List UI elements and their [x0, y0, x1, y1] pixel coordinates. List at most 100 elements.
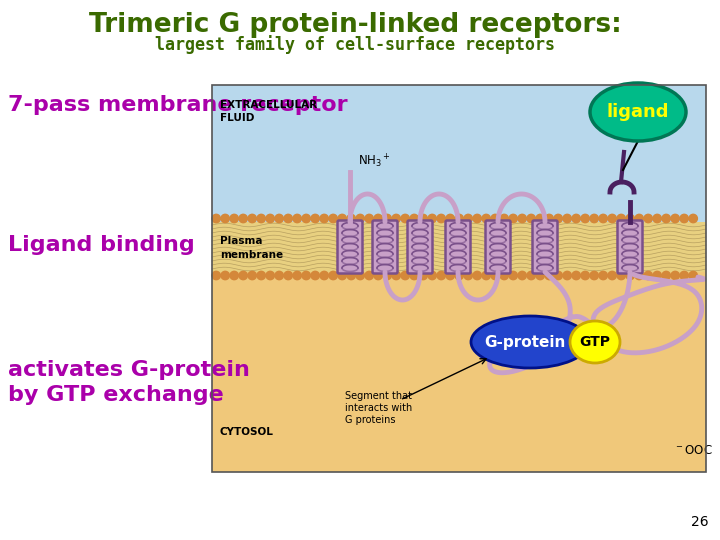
Text: by GTP exchange: by GTP exchange	[8, 385, 224, 405]
Circle shape	[293, 214, 302, 222]
Circle shape	[221, 271, 230, 280]
Circle shape	[572, 271, 580, 280]
Circle shape	[608, 214, 616, 222]
Circle shape	[680, 214, 688, 222]
Circle shape	[338, 214, 346, 222]
Text: G proteins: G proteins	[345, 415, 395, 425]
Circle shape	[491, 214, 500, 222]
Circle shape	[383, 214, 392, 222]
Circle shape	[284, 214, 292, 222]
Circle shape	[365, 271, 374, 280]
Text: Trimeric G protein-linked receptors:: Trimeric G protein-linked receptors:	[89, 12, 621, 38]
Text: ligand: ligand	[607, 103, 670, 121]
Circle shape	[671, 214, 680, 222]
FancyBboxPatch shape	[372, 220, 397, 273]
Circle shape	[464, 214, 472, 222]
Circle shape	[374, 214, 382, 222]
Circle shape	[383, 271, 392, 280]
Circle shape	[482, 214, 490, 222]
Circle shape	[464, 271, 472, 280]
Circle shape	[311, 271, 320, 280]
Circle shape	[365, 214, 374, 222]
Circle shape	[437, 271, 446, 280]
Circle shape	[347, 271, 356, 280]
Circle shape	[635, 271, 644, 280]
Ellipse shape	[590, 83, 686, 141]
Text: EXTRACELLULAR: EXTRACELLULAR	[220, 100, 317, 110]
Circle shape	[329, 214, 338, 222]
Circle shape	[266, 271, 274, 280]
Circle shape	[617, 214, 626, 222]
Circle shape	[257, 271, 266, 280]
Circle shape	[626, 214, 634, 222]
Circle shape	[311, 214, 320, 222]
Text: largest family of cell-surface receptors: largest family of cell-surface receptors	[155, 36, 555, 55]
Circle shape	[428, 214, 436, 222]
Circle shape	[338, 271, 346, 280]
Circle shape	[329, 271, 338, 280]
Circle shape	[545, 271, 554, 280]
Text: CYTOSOL: CYTOSOL	[220, 427, 274, 437]
Circle shape	[473, 214, 482, 222]
Circle shape	[239, 214, 248, 222]
Circle shape	[212, 214, 220, 222]
Text: G-protein: G-protein	[485, 334, 566, 349]
Circle shape	[662, 214, 670, 222]
Circle shape	[563, 214, 572, 222]
Circle shape	[437, 214, 446, 222]
Circle shape	[509, 271, 518, 280]
Text: Plasma: Plasma	[220, 236, 263, 246]
Ellipse shape	[570, 321, 620, 363]
Circle shape	[554, 271, 562, 280]
Circle shape	[221, 214, 230, 222]
Circle shape	[545, 214, 554, 222]
Circle shape	[608, 271, 616, 280]
Circle shape	[230, 271, 238, 280]
Bar	[212, 272, 706, 472]
Circle shape	[302, 214, 310, 222]
Text: Ligand binding: Ligand binding	[8, 235, 194, 255]
Circle shape	[320, 271, 328, 280]
Circle shape	[554, 214, 562, 222]
Circle shape	[671, 271, 680, 280]
Circle shape	[419, 214, 428, 222]
Circle shape	[356, 214, 364, 222]
Text: FLUID: FLUID	[220, 113, 254, 123]
Circle shape	[653, 214, 662, 222]
Circle shape	[374, 271, 382, 280]
Circle shape	[239, 271, 248, 280]
Circle shape	[401, 214, 410, 222]
Circle shape	[500, 214, 508, 222]
Circle shape	[320, 214, 328, 222]
Circle shape	[347, 214, 356, 222]
Circle shape	[689, 214, 698, 222]
Circle shape	[518, 214, 526, 222]
Circle shape	[581, 214, 590, 222]
Circle shape	[401, 271, 410, 280]
Circle shape	[635, 214, 644, 222]
Circle shape	[590, 271, 598, 280]
Circle shape	[590, 214, 598, 222]
Circle shape	[626, 271, 634, 280]
Text: Segment that: Segment that	[345, 391, 412, 401]
Circle shape	[617, 271, 626, 280]
Circle shape	[581, 271, 590, 280]
FancyBboxPatch shape	[533, 220, 557, 273]
Text: NH$_3$$^+$: NH$_3$$^+$	[358, 153, 391, 170]
FancyBboxPatch shape	[485, 220, 510, 273]
Circle shape	[356, 271, 364, 280]
Circle shape	[473, 271, 482, 280]
Circle shape	[527, 214, 536, 222]
Circle shape	[284, 271, 292, 280]
Text: 7-pass membrane receptor: 7-pass membrane receptor	[8, 95, 348, 115]
Circle shape	[410, 271, 418, 280]
Circle shape	[392, 214, 400, 222]
Circle shape	[302, 271, 310, 280]
Circle shape	[293, 271, 302, 280]
FancyBboxPatch shape	[446, 220, 470, 273]
Circle shape	[536, 214, 544, 222]
FancyBboxPatch shape	[408, 220, 433, 273]
FancyBboxPatch shape	[338, 220, 362, 273]
Circle shape	[275, 214, 284, 222]
Circle shape	[275, 271, 284, 280]
